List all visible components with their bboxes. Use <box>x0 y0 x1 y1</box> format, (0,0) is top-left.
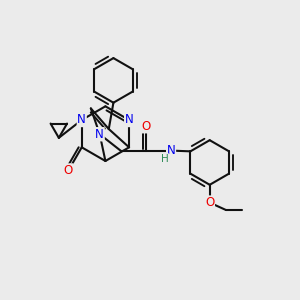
Text: N: N <box>125 113 134 127</box>
Text: N: N <box>167 144 176 157</box>
Text: O: O <box>141 120 150 133</box>
Text: N: N <box>95 128 104 141</box>
Text: O: O <box>205 196 214 209</box>
Text: O: O <box>64 164 73 177</box>
Text: H: H <box>161 154 168 164</box>
Text: N: N <box>77 113 86 127</box>
